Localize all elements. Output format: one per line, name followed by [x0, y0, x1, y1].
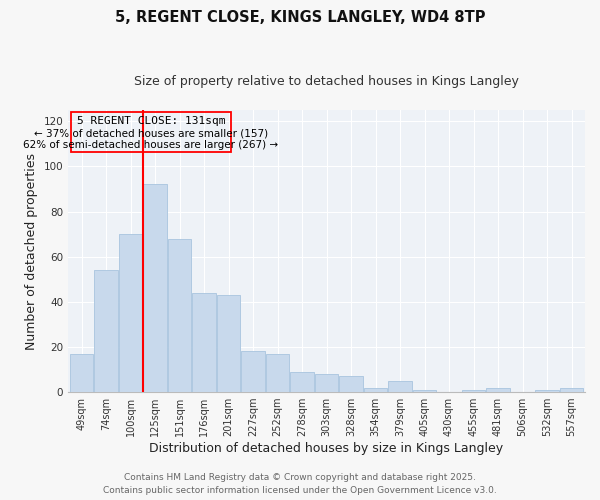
Bar — [487, 388, 509, 392]
Bar — [413, 390, 436, 392]
Bar — [462, 390, 485, 392]
Text: 62% of semi-detached houses are larger (267) →: 62% of semi-detached houses are larger (… — [23, 140, 278, 150]
Bar — [364, 388, 387, 392]
Text: 5 REGENT CLOSE: 131sqm: 5 REGENT CLOSE: 131sqm — [77, 116, 225, 126]
Bar — [193, 293, 215, 392]
Bar — [217, 295, 240, 392]
Bar — [119, 234, 142, 392]
Bar — [143, 184, 167, 392]
Bar — [560, 388, 583, 392]
Bar — [168, 238, 191, 392]
Bar — [290, 372, 314, 392]
Title: Size of property relative to detached houses in Kings Langley: Size of property relative to detached ho… — [134, 75, 519, 88]
Bar — [315, 374, 338, 392]
Text: Contains HM Land Registry data © Crown copyright and database right 2025.
Contai: Contains HM Land Registry data © Crown c… — [103, 473, 497, 495]
Bar — [241, 352, 265, 392]
Bar — [94, 270, 118, 392]
Bar — [388, 381, 412, 392]
Text: 5, REGENT CLOSE, KINGS LANGLEY, WD4 8TP: 5, REGENT CLOSE, KINGS LANGLEY, WD4 8TP — [115, 10, 485, 25]
Bar — [266, 354, 289, 392]
X-axis label: Distribution of detached houses by size in Kings Langley: Distribution of detached houses by size … — [149, 442, 503, 455]
Bar — [340, 376, 362, 392]
Bar — [535, 390, 559, 392]
Bar — [70, 354, 93, 392]
Y-axis label: Number of detached properties: Number of detached properties — [25, 152, 38, 350]
Text: ← 37% of detached houses are smaller (157): ← 37% of detached houses are smaller (15… — [34, 128, 268, 138]
